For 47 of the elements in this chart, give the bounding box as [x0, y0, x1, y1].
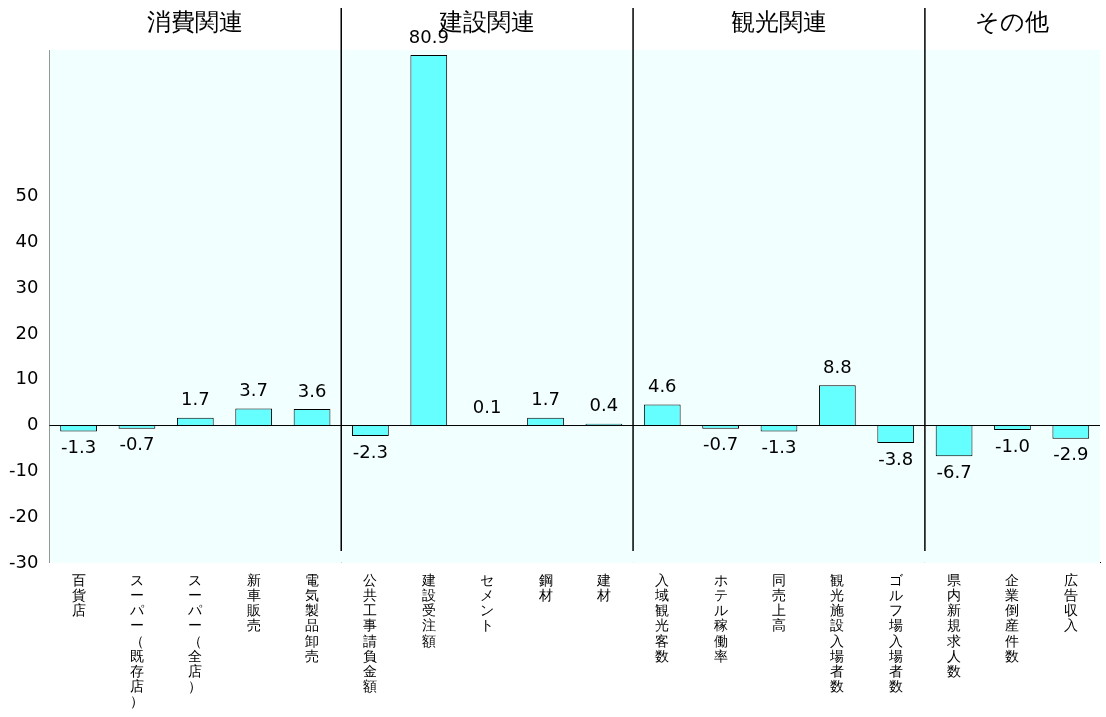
x-tick-label: 電気製品卸売: [305, 572, 320, 664]
x-tick-label: ホテル稼働率: [713, 572, 728, 664]
band-label: 消費関連: [147, 8, 244, 37]
data-label: 8.8: [823, 355, 852, 377]
y-tick-label: -10: [8, 459, 39, 480]
y-tick-label: 50: [15, 184, 39, 206]
x-tick-label: 百貨店: [71, 572, 86, 619]
y-tick-label: 0: [26, 413, 39, 435]
x-tick-label: 鋼材: [537, 572, 553, 604]
x-tick-label: 同売上高: [771, 572, 786, 634]
y-tick-label: 40: [15, 230, 39, 252]
data-label: 1.7: [531, 388, 560, 410]
y-tick-label: 20: [15, 321, 39, 343]
data-label: -2.9: [1053, 443, 1089, 465]
data-label: -2.3: [352, 440, 388, 462]
data-label: -1.3: [761, 436, 797, 458]
x-tick-label: 入域観光客数: [654, 572, 670, 664]
data-label: 4.6: [647, 375, 677, 397]
y-tick-label: 30: [15, 275, 39, 297]
x-tick-label: 建設受注額: [420, 572, 436, 649]
x-tick-label: 観光施設入場者数: [829, 572, 845, 694]
data-label: -1.3: [61, 436, 97, 458]
data-label: -0.7: [119, 433, 155, 455]
x-tick-label: 企業倒産件数: [1005, 572, 1020, 664]
category-label: スーパー（既存店）: [129, 572, 144, 710]
x-tick-label: 建材: [595, 572, 611, 604]
y-tick-label: -30: [8, 550, 39, 572]
x-tick-label: 公共工事請負金額: [363, 572, 378, 694]
data-label: 0.4: [589, 394, 619, 416]
x-tick-label: 県内新規求人数: [947, 572, 962, 679]
data-label: 0.1: [472, 395, 502, 417]
band-label: 観光関連: [730, 8, 827, 37]
x-tick-label: 新車販売: [246, 572, 261, 634]
data-label: -6.7: [936, 460, 972, 482]
x-tick-label: 広告収入: [1063, 572, 1078, 634]
data-label: 1.7: [181, 388, 210, 410]
y-tick-label: 10: [15, 367, 39, 389]
x-tick-label: スーパー（全店）: [187, 572, 204, 694]
y-tick-label: -20: [8, 504, 39, 526]
data-label: -1.0: [994, 434, 1031, 456]
data-label: 3.7: [239, 379, 268, 401]
band-label: その他: [975, 8, 1050, 37]
x-tick-label: セメント: [480, 572, 495, 634]
data-label: -0.7: [703, 433, 739, 455]
x-tick-label: ゴルフ場入場者数: [887, 572, 904, 694]
data-label: 3.6: [297, 379, 327, 401]
data-label: -3.8: [878, 447, 914, 469]
